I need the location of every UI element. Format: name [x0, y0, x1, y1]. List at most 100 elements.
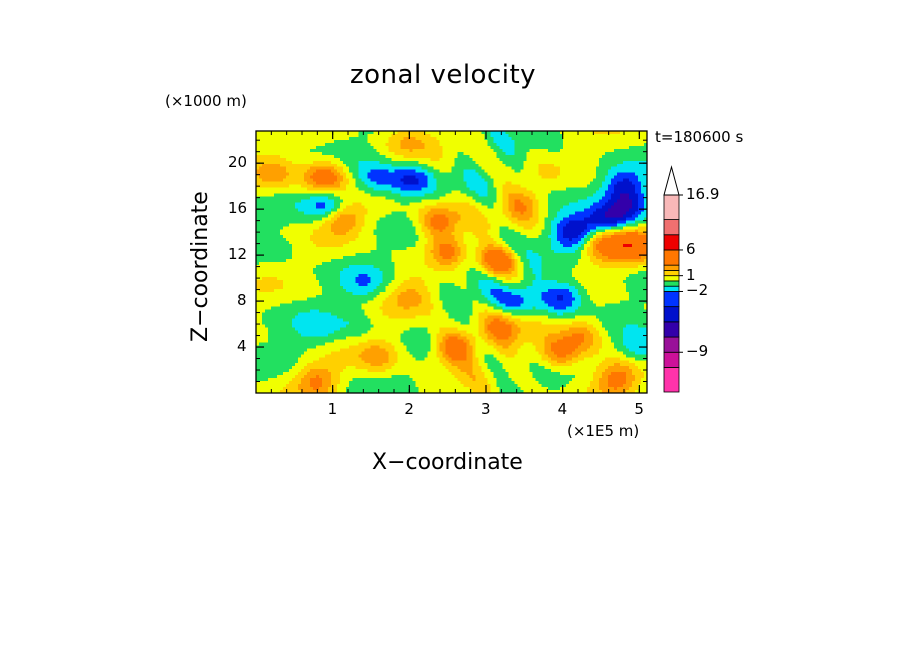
field-cell [394, 285, 398, 290]
field-cell [382, 217, 386, 221]
field-cell [382, 345, 386, 349]
field-cell [373, 214, 377, 218]
field-cell [358, 178, 362, 183]
field-cell [319, 381, 323, 385]
field-cell [310, 217, 314, 221]
field-cell [259, 202, 263, 207]
field-cell [289, 238, 293, 242]
field-cell [307, 172, 311, 177]
field-cell [406, 262, 410, 266]
field-cell [340, 339, 344, 343]
field-cell [391, 354, 395, 358]
field-cell [364, 384, 368, 388]
field-cell [277, 157, 281, 162]
field-cell [409, 354, 413, 358]
field-cell [394, 276, 398, 281]
field-cell [358, 303, 362, 308]
field-cell [295, 363, 299, 367]
field-cell [415, 151, 420, 156]
field-cell [319, 309, 323, 314]
field-cell [412, 306, 417, 311]
field-cell [424, 181, 429, 186]
field-cell [274, 199, 278, 204]
field-cell [382, 369, 386, 373]
field-cell [385, 202, 389, 207]
field-cell [337, 145, 341, 150]
field-cell [316, 151, 320, 156]
field-cell [316, 279, 320, 284]
field-cell [400, 279, 404, 284]
field-cell [340, 241, 344, 245]
field-cell [349, 238, 353, 242]
field-cell [313, 235, 317, 239]
field-cell [370, 390, 374, 393]
field-cell [379, 288, 383, 293]
field-cell [331, 181, 335, 186]
field-cell [376, 264, 380, 269]
field-cell [301, 312, 305, 317]
field-cell [298, 193, 302, 198]
field-cell [373, 193, 377, 198]
field-cell [289, 157, 293, 162]
field-cell [328, 390, 332, 393]
field-cell [304, 273, 308, 278]
field-cell [286, 247, 290, 251]
field-cell [298, 297, 302, 302]
field-cell [301, 390, 305, 393]
field-cell [316, 381, 320, 385]
field-cell [415, 354, 420, 358]
field-cell [319, 190, 323, 195]
field-cell [403, 279, 407, 284]
time-annotation: t=180600 s [655, 128, 744, 146]
field-cell [331, 267, 335, 272]
field-cell [289, 306, 293, 311]
field-cell [319, 151, 323, 156]
field-cell [376, 229, 380, 233]
field-cell [307, 315, 311, 320]
field-cell [418, 300, 423, 305]
field-cell [322, 199, 326, 204]
field-cell [415, 175, 420, 180]
field-cell [262, 148, 266, 153]
field-cell [400, 157, 404, 162]
field-cell [346, 318, 350, 323]
field-cell [358, 166, 362, 171]
field-cell [373, 282, 377, 287]
field-cell [376, 378, 380, 382]
field-cell [370, 384, 374, 388]
field-cell [289, 163, 293, 168]
field-cell [346, 259, 350, 263]
field-cell [358, 196, 362, 201]
field-cell [373, 133, 377, 138]
field-cell [388, 205, 392, 210]
field-cell [307, 154, 311, 159]
field-cell [358, 288, 362, 293]
field-cell [319, 178, 323, 183]
field-cell [343, 348, 347, 352]
field-cell [334, 247, 338, 251]
field-cell [295, 232, 299, 236]
field-cell [343, 145, 347, 150]
field-cell [310, 226, 314, 230]
field-cell [388, 196, 392, 201]
field-cell [352, 175, 356, 180]
field-cell [364, 178, 368, 183]
field-cell [322, 142, 326, 147]
field-cell [376, 142, 380, 147]
field-cell [397, 273, 401, 278]
field-cell [301, 285, 305, 290]
field-cell [280, 163, 284, 168]
field-cell [283, 378, 287, 382]
field-cell [259, 360, 263, 364]
field-cell [289, 312, 293, 317]
field-cell [265, 247, 269, 251]
field-cell [283, 372, 287, 376]
field-cell [367, 157, 371, 162]
field-cell [418, 235, 423, 239]
field-cell [286, 199, 290, 204]
field-cell [424, 184, 429, 189]
field-cell [262, 333, 266, 338]
field-cell [289, 285, 293, 290]
field-cell [265, 205, 269, 210]
field-cell [355, 360, 359, 364]
